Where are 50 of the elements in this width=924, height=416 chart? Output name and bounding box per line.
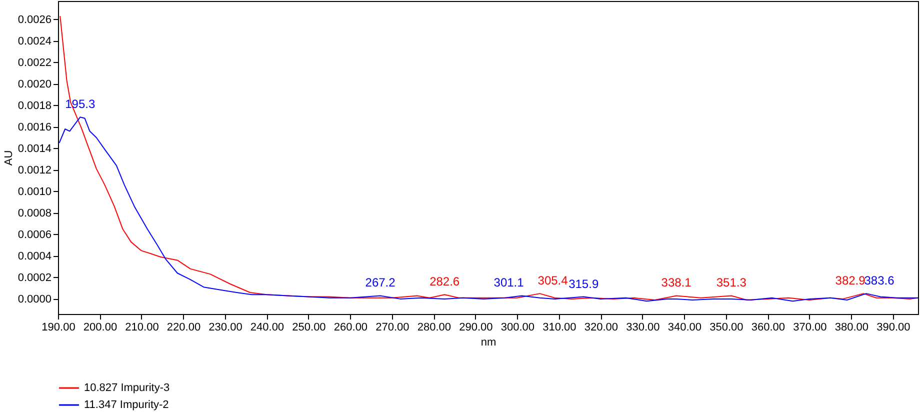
annotation: 301.1 — [494, 276, 524, 290]
legend-label: 11.347 Impurity-2 — [84, 399, 169, 411]
y-tick-label: 0.0026 — [18, 14, 52, 26]
x-tick-label: 220.00 — [166, 322, 201, 334]
x-tick-label: 250.00 — [292, 322, 326, 334]
x-axis-title: nm — [480, 336, 496, 348]
x-tick-label: 190.00 — [42, 322, 76, 334]
y-tick-label: 0.0006 — [18, 228, 52, 241]
x-tick-label: 290.00 — [459, 322, 493, 334]
x-tick-label: 340.00 — [668, 322, 702, 334]
x-tick-label: 390.00 — [876, 322, 910, 334]
x-tick-label: 370.00 — [793, 322, 827, 334]
x-tick-label: 230.00 — [208, 322, 242, 334]
y-tick-label: 0.0014 — [18, 142, 52, 155]
y-axis-title: AU — [2, 150, 15, 166]
annotation: 305.4 — [538, 274, 568, 288]
x-tick-label: 330.00 — [626, 322, 660, 334]
x-tick-label: 270.00 — [376, 322, 410, 334]
x-tick-label: 260.00 — [334, 322, 368, 334]
y-tick-label: 0.0022 — [18, 56, 52, 69]
annotation: 382.9 — [835, 274, 866, 288]
x-tick-label: 200.00 — [83, 322, 118, 334]
annotation: 282.6 — [430, 274, 460, 289]
x-tick-label: 210.00 — [125, 322, 159, 334]
annotation: 383.6 — [864, 274, 895, 288]
y-tick-label: 0.0004 — [18, 250, 52, 262]
x-tick-label: 360.00 — [751, 322, 786, 334]
y-tick-label: 0.0008 — [18, 207, 52, 220]
annotation: 267.2 — [365, 276, 396, 290]
y-tick-label: 0.0024 — [18, 35, 52, 48]
annotation: 338.1 — [661, 276, 692, 290]
x-tick-label: 280.00 — [417, 322, 452, 334]
x-tick-label: 350.00 — [710, 322, 744, 334]
legend-label: 10.827 Impurity-3 — [84, 382, 170, 394]
y-tick-label: 0.0010 — [18, 186, 52, 198]
y-tick-label: 0.0002 — [18, 272, 52, 284]
line-series — [60, 16, 918, 301]
y-tick-label: 0.0020 — [18, 78, 52, 90]
y-tick-label: 0.0016 — [18, 121, 52, 134]
annotation: 351.3 — [716, 276, 747, 290]
x-tick-label: 310.00 — [542, 322, 576, 334]
x-tick-label: 240.00 — [250, 322, 284, 334]
x-tick-label: 380.00 — [834, 322, 869, 334]
line-series — [58, 116, 918, 302]
x-tick-label: 300.00 — [500, 322, 535, 334]
y-tick-label: 0.0012 — [18, 164, 52, 176]
x-tick-label: 320.00 — [584, 322, 618, 334]
annotation: 315.9 — [568, 276, 599, 291]
y-tick-label: 0.0000 — [18, 293, 52, 306]
y-tick-label: 0.0018 — [18, 100, 52, 112]
